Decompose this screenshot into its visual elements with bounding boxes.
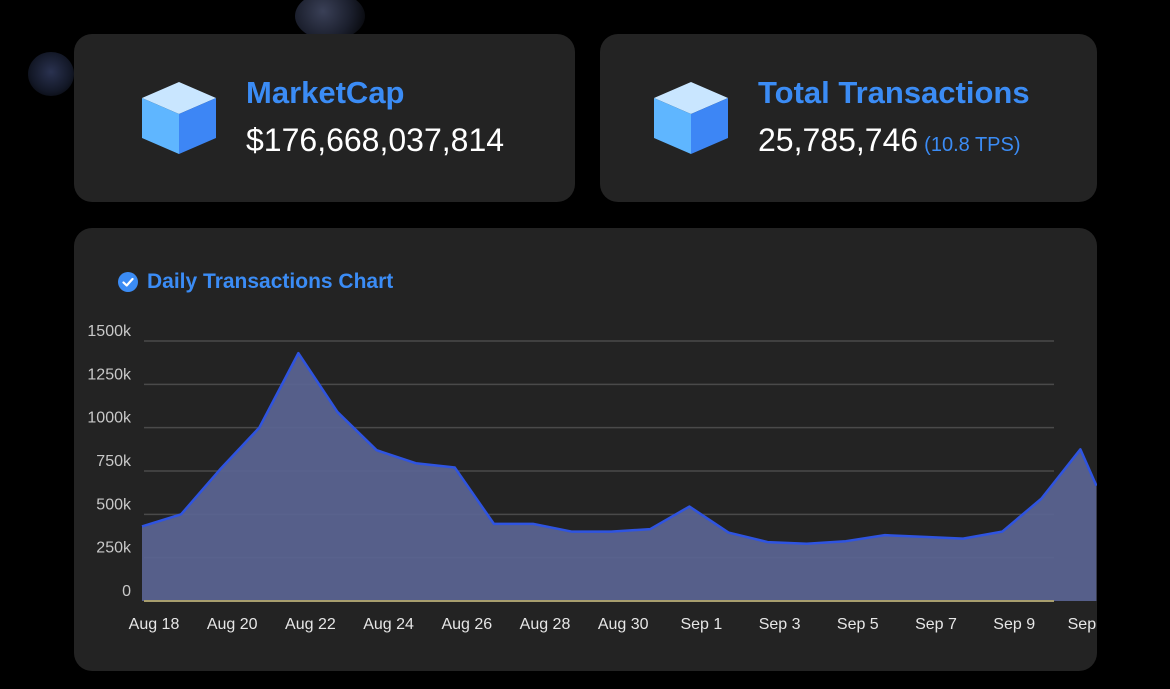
- check-circle-icon: [118, 272, 138, 292]
- x-tick-label: Sep 3: [759, 616, 801, 633]
- x-tick-label: Aug 28: [520, 616, 571, 633]
- x-tick-label: Aug 30: [598, 616, 649, 633]
- x-tick-label: Aug 20: [207, 616, 258, 633]
- y-tick-label: 1000k: [87, 410, 132, 427]
- background-blob: [295, 0, 365, 40]
- cube-icon: [654, 82, 728, 154]
- daily-transactions-card: 0 250k 500k 750k 1000k 1250k 1500k Aug 18 Aug 20…: [74, 228, 1097, 671]
- total-transactions-card: Total Transactions 25,785,746 (10.8 TPS): [600, 34, 1097, 202]
- transactions-area: [142, 353, 1097, 601]
- transactions-line: [141, 351, 1097, 546]
- x-tick-label: Aug 22: [285, 616, 336, 633]
- marketcap-card: MarketCap $176,668,037,814: [74, 34, 575, 202]
- total-transactions-value-row: 25,785,746 (10.8 TPS): [758, 122, 1021, 159]
- x-tick-label: Aug 24: [363, 616, 414, 633]
- x-tick-label: Aug 26: [441, 616, 492, 633]
- marketcap-title: MarketCap: [246, 75, 405, 110]
- y-tick-label: 500k: [96, 496, 132, 513]
- x-tick-label: Sep 7: [915, 616, 957, 633]
- x-tick-label: Sep 9: [993, 616, 1035, 633]
- total-transactions-title: Total Transactions: [758, 75, 1030, 110]
- y-tick-label: 750k: [96, 453, 132, 470]
- cube-icon: [142, 82, 216, 154]
- marketcap-value: $176,668,037,814: [246, 122, 505, 158]
- y-tick-label: 0: [122, 583, 131, 600]
- background-blob: [28, 52, 74, 96]
- x-tick-label: Sep 11: [1068, 616, 1097, 633]
- daily-transactions-chart: 0 250k 500k 750k 1000k 1250k 1500k Aug 18 Aug 20…: [87, 323, 1097, 633]
- y-tick-label: 250k: [96, 540, 132, 557]
- total-transactions-value: 25,785,746: [758, 122, 919, 158]
- y-tick-label: 1500k: [87, 323, 132, 340]
- tps-value: (10.8 TPS): [924, 134, 1021, 156]
- x-tick-label: Aug 18: [129, 616, 180, 633]
- x-tick-label: Sep 5: [837, 616, 879, 633]
- x-tick-label: Sep 1: [680, 616, 722, 633]
- y-tick-label: 1250k: [87, 366, 132, 383]
- chart-header: Daily Transactions Chart: [118, 270, 393, 294]
- chart-title: Daily Transactions Chart: [147, 270, 394, 293]
